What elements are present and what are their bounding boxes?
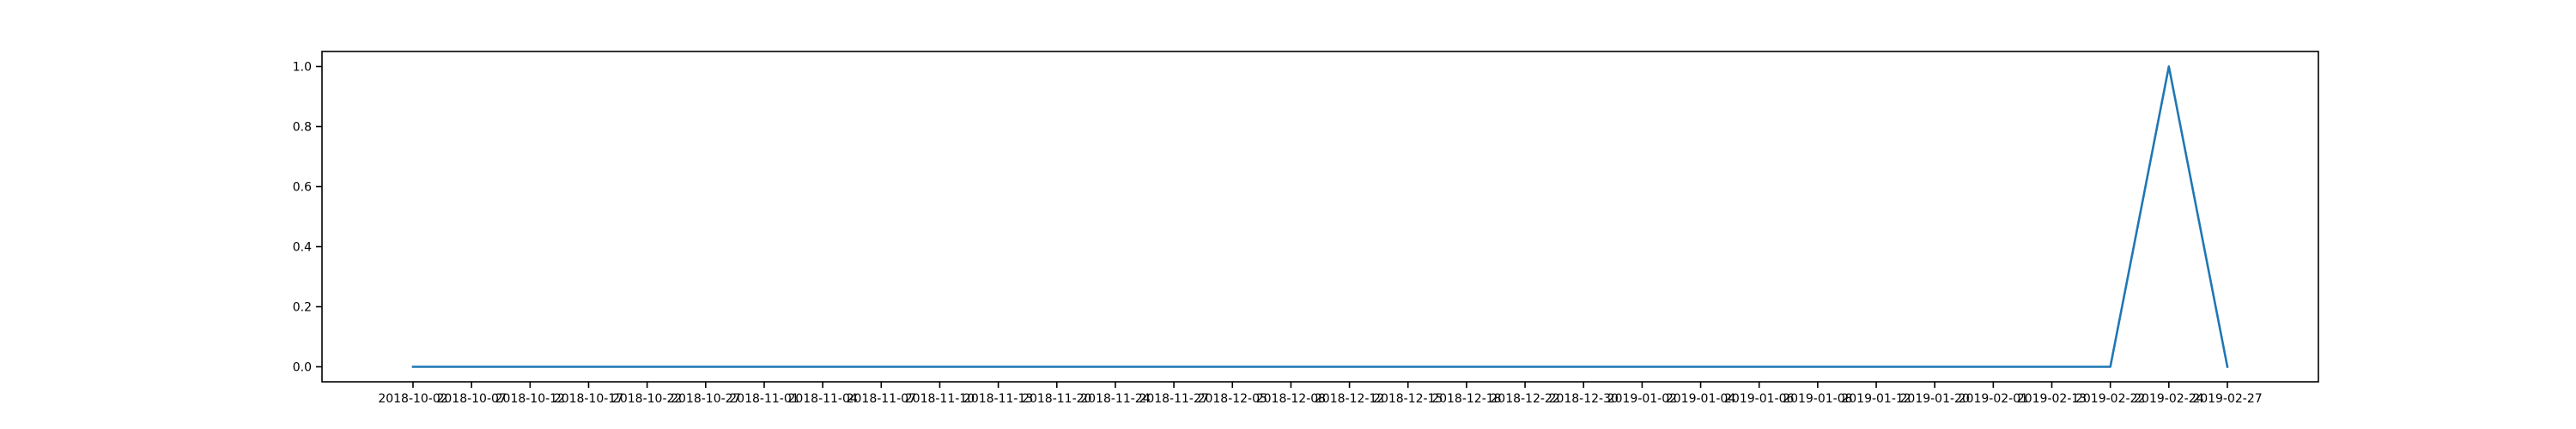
x-tick-label: 2018-11-10 bbox=[905, 392, 975, 406]
x-tick-label: 2018-12-05 bbox=[1198, 392, 1267, 406]
x-tick-label: 2018-12-22 bbox=[1490, 392, 1559, 406]
y-tick-label: 0.2 bbox=[293, 301, 312, 315]
series-line-0 bbox=[411, 65, 2229, 369]
x-tick-label: 2019-02-27 bbox=[2192, 392, 2262, 406]
x-tick-label: 2018-11-24 bbox=[1080, 392, 1150, 406]
x-tick-label: 2018-11-01 bbox=[729, 392, 799, 406]
x-tick-label: 2019-02-24 bbox=[2134, 392, 2203, 406]
x-tick-label: 2018-12-18 bbox=[1431, 392, 1501, 406]
x-tick-label: 2018-10-02 bbox=[378, 392, 447, 406]
y-tick-label: 0.4 bbox=[293, 241, 312, 255]
x-tick-label: 2019-02-01 bbox=[1959, 392, 2028, 406]
x-tick-label: 2019-02-13 bbox=[2017, 392, 2087, 406]
x-tick-label: 2018-11-27 bbox=[1139, 392, 1208, 406]
x-tick-label: 2019-01-04 bbox=[1666, 392, 1735, 406]
x-tick-label: 2018-12-30 bbox=[1549, 392, 1619, 406]
x-tick-label: 2018-11-20 bbox=[1022, 392, 1091, 406]
x-tick-label: 2018-12-08 bbox=[1256, 392, 1326, 406]
x-tick-label: 2018-11-13 bbox=[963, 392, 1033, 406]
x-tick-label: 2019-02-22 bbox=[2075, 392, 2145, 406]
plot-area bbox=[411, 65, 2229, 369]
x-tick-label: 2018-11-04 bbox=[787, 392, 857, 406]
x-tick-label: 2018-12-12 bbox=[1315, 392, 1384, 406]
y-tick-label: 0.6 bbox=[293, 181, 312, 195]
x-tick-label: 2018-11-07 bbox=[847, 392, 916, 406]
x-tick-label: 2018-10-17 bbox=[554, 392, 623, 406]
x-tick-label: 2018-10-22 bbox=[612, 392, 682, 406]
x-tick-label: 2018-10-27 bbox=[671, 392, 740, 406]
x-tick-label: 2018-12-15 bbox=[1373, 392, 1443, 406]
y-axis: 0.0 0.2 0.4 0.6 0.8 1.0 bbox=[293, 61, 322, 375]
x-axis: 2018-10-022018-10-072018-10-122018-10-17… bbox=[378, 382, 2263, 406]
x-tick-label: 2019-01-06 bbox=[1724, 392, 1794, 406]
axes-frame bbox=[321, 51, 2319, 383]
y-tick-label: 0.8 bbox=[293, 121, 312, 135]
x-tick-label: 2018-10-07 bbox=[436, 392, 506, 406]
y-tick-label: 1.0 bbox=[293, 61, 312, 75]
x-tick-label: 2019-01-12 bbox=[1841, 392, 1911, 406]
x-tick-label: 2018-10-12 bbox=[495, 392, 565, 406]
x-tick-label: 2019-01-20 bbox=[1900, 392, 1970, 406]
y-tick-label: 0.0 bbox=[293, 361, 312, 375]
x-tick-label: 2019-01-02 bbox=[1607, 392, 1677, 406]
x-tick-label: 2019-01-08 bbox=[1783, 392, 1852, 406]
